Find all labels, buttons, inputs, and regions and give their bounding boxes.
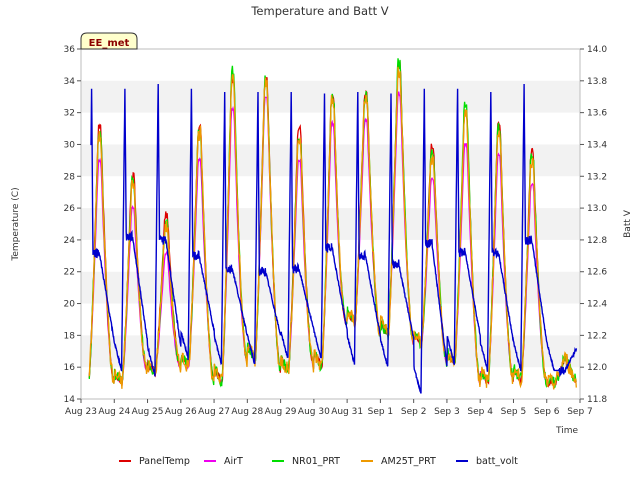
- y-tick-right-label: 12.6: [587, 268, 607, 278]
- y-tick-right-label: 12.2: [587, 331, 607, 341]
- y-tick-left-label: 22: [64, 268, 75, 278]
- y-tick-left-label: 28: [64, 172, 76, 182]
- y-tick-left-label: 20: [64, 300, 76, 310]
- station-tag-label: EE_met: [89, 38, 130, 49]
- x-tick-label: Sep 6: [534, 407, 560, 417]
- x-tick-label: Sep 4: [467, 407, 493, 417]
- y-tick-left-label: 32: [64, 109, 75, 119]
- x-axis-label: Time: [555, 426, 578, 436]
- x-tick-label: Sep 2: [401, 407, 427, 417]
- y-tick-right-label: 14.0: [587, 45, 607, 55]
- y-tick-left-label: 14: [64, 395, 76, 405]
- y-tick-right-label: 12.8: [587, 236, 607, 246]
- y-tick-right-label: 13.6: [587, 109, 607, 119]
- y-tick-left-label: 36: [64, 45, 76, 55]
- grid-band: [81, 271, 580, 304]
- x-tick-label: Sep 7: [567, 407, 593, 417]
- legend-item-paneltemp: PanelTemp: [119, 456, 190, 467]
- chart-title: Temperature and Batt V: [250, 4, 388, 18]
- legend: PanelTemp AirT NR01_PRT AM25T_PRT batt_volt: [119, 456, 518, 467]
- y-tick-right-label: 12.0: [587, 363, 607, 373]
- y-tick-left-label: 16: [64, 363, 76, 373]
- x-tick-label: Aug 31: [331, 407, 363, 417]
- y-tick-left-label: 24: [64, 236, 76, 246]
- legend-label: AM25T_PRT: [381, 456, 436, 467]
- y-tick-right-label: 13.0: [587, 204, 607, 214]
- y-tick-right-label: 13.4: [587, 140, 607, 150]
- x-tick-label: Aug 23: [65, 407, 97, 417]
- y-tick-left-label: 26: [64, 204, 76, 214]
- x-tick-label: Aug 29: [265, 407, 297, 417]
- series-line-am25t_prt: [88, 66, 577, 390]
- y-axis-left: 14 16 18 20 22 24 26 28 30 32 34 36: [64, 45, 81, 405]
- y-tick-right-label: 13.2: [587, 172, 607, 182]
- series-line-batt-volt: [90, 83, 578, 394]
- x-tick-label: Sep 1: [368, 407, 394, 417]
- grid-band: [81, 335, 580, 368]
- y-tick-right-label: 11.8: [587, 395, 607, 405]
- x-tick-label: Aug 24: [98, 407, 130, 417]
- x-tick-label: Aug 25: [132, 407, 164, 417]
- plot-frame: [80, 48, 581, 400]
- y-axis-right: 11.8 12.0 12.2 12.4 12.6 12.8 13.0 13.2 13.4 13.6…: [580, 45, 607, 405]
- x-tick-label: Sep 5: [501, 407, 527, 417]
- legend-label: PanelTemp: [139, 456, 190, 467]
- legend-item-airt: AirT: [204, 456, 243, 467]
- x-tick-label: Aug 26: [165, 407, 197, 417]
- x-tick-label: Sep 3: [434, 407, 460, 417]
- y-tick-right-label: 13.8: [587, 77, 607, 87]
- legend-item-nr01_prt: NR01_PRT: [272, 456, 340, 467]
- legend-item-batt_volt: batt_volt: [456, 456, 518, 467]
- y-axis-right-label: Batt V: [623, 209, 633, 238]
- y-axis-left-label: Temperature (C): [11, 187, 21, 261]
- y-tick-right-label: 12.4: [587, 300, 607, 310]
- x-tick-label: Aug 28: [231, 407, 263, 417]
- legend-label: batt_volt: [476, 456, 518, 467]
- legend-item-am25t_prt: AM25T_PRT: [361, 456, 436, 467]
- legend-label: NR01_PRT: [292, 456, 340, 467]
- series-line-airt: [88, 91, 577, 386]
- x-axis: Aug 23 Aug 24 Aug 25 Aug 26 Aug 27 Aug 28 Aug …: [65, 399, 593, 417]
- legend-label: AirT: [224, 456, 243, 467]
- station-tag: EE_met: [80, 32, 138, 50]
- series-layer: [88, 58, 578, 394]
- x-tick-label: Aug 30: [298, 407, 330, 417]
- x-tick-label: Aug 27: [198, 407, 230, 417]
- y-tick-left-label: 34: [64, 77, 76, 87]
- y-tick-left-label: 18: [64, 331, 76, 341]
- y-tick-left-label: 30: [64, 140, 76, 150]
